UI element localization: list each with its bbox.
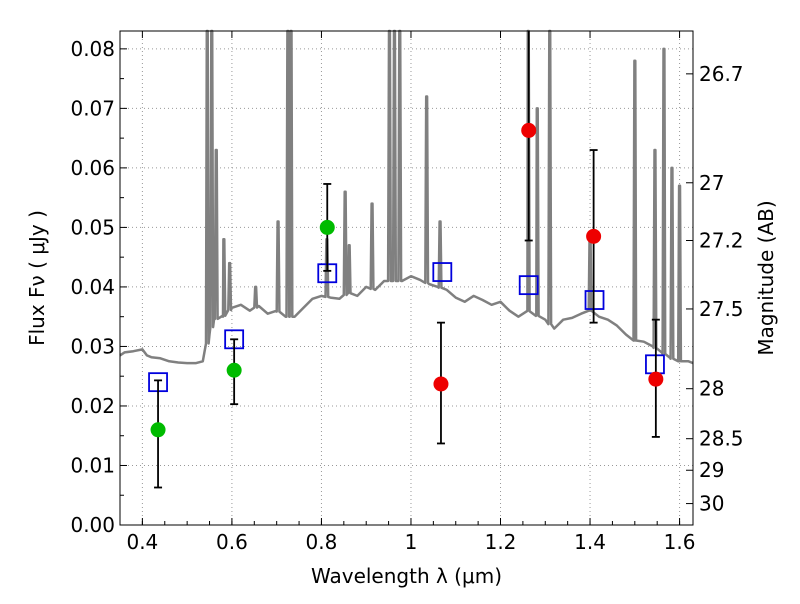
x-tick-label: 1.2: [485, 530, 517, 554]
green-data-point: [319, 219, 335, 235]
plot-area: [119, 29, 694, 489]
y-tick-label: 0.08: [70, 37, 115, 61]
x-tick-label: 0.6: [216, 530, 248, 554]
y-tick-label: 0.04: [70, 275, 115, 299]
red-data-point: [586, 228, 602, 244]
green-data-point: [226, 362, 242, 378]
y-tick-label: 0.06: [70, 156, 115, 180]
right-tick-label: 28: [699, 377, 724, 401]
axis-ticks: 0.4 0.6 0.8 1 1.2 1.4 1.6 0.00 0.01 0.02 0.03 0.04 0…: [70, 31, 744, 554]
x-tick-label: 1.4: [574, 530, 606, 554]
y-tick-label: 0.03: [70, 334, 115, 358]
x-tick-label: 1: [405, 530, 418, 554]
y-tick-label: 0.05: [70, 215, 115, 239]
right-tick-label: 27: [699, 171, 724, 195]
y-tick-label: 0.00: [70, 513, 115, 537]
model-box-marker: [432, 262, 453, 282]
green-data-point: [150, 422, 166, 438]
right-tick-label: 27.2: [699, 229, 744, 253]
x-tick-label: 0.8: [306, 530, 338, 554]
right-axis-label: Magnitude (AB): [754, 200, 778, 355]
right-tick-label: 27.5: [699, 297, 744, 321]
y-tick-label: 0.02: [70, 394, 115, 418]
x-tick-label: 1.6: [664, 530, 696, 554]
spectrum-line: [119, 29, 694, 365]
right-tick-label: 26.7: [699, 62, 744, 86]
right-tick-label: 29: [699, 458, 724, 482]
y-axis-label: Flux Fν ( μJy ): [25, 210, 49, 346]
y-tick-label: 0.01: [70, 453, 115, 477]
model-box-marker: [518, 275, 539, 296]
red-data-point: [521, 122, 537, 138]
right-tick-label: 28.5: [699, 427, 744, 451]
plot-frame: [119, 30, 694, 526]
red-data-point: [648, 371, 664, 387]
right-tick-label: 30: [699, 492, 724, 516]
x-axis-label: Wavelength λ (μm): [311, 564, 502, 588]
y-tick-label: 0.07: [70, 96, 115, 120]
x-tick-label: 0.4: [126, 530, 158, 554]
red-data-point: [433, 376, 449, 392]
